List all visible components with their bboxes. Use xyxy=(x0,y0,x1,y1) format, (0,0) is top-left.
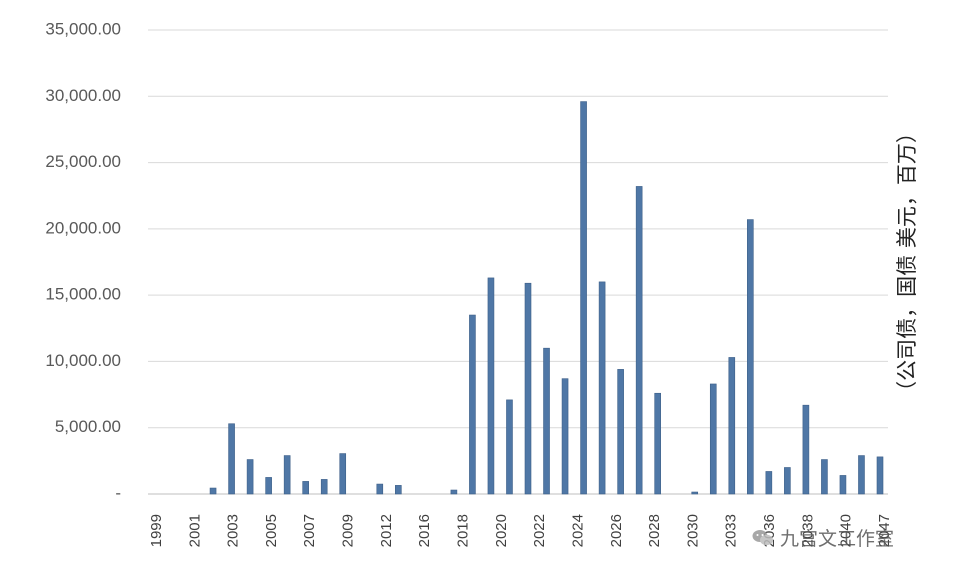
bar-2008 xyxy=(339,453,347,495)
x-tick-label: 2009 xyxy=(340,514,357,547)
x-tick-label: 2018 xyxy=(454,514,471,547)
bar-2036 xyxy=(765,471,773,495)
bar-2027 xyxy=(635,186,643,495)
x-tick-label: 2007 xyxy=(301,514,318,547)
x-tick-label: 2003 xyxy=(225,514,242,547)
x-tick-label: 2047 xyxy=(876,514,893,547)
x-tick-label: 2038 xyxy=(799,514,816,547)
x-tick-label: 2005 xyxy=(263,514,280,547)
y-axis-ticks: - 5,000.00 10,000.00 15,000.00 20,000.00 25,0… xyxy=(45,19,121,502)
bar-2023 xyxy=(561,378,569,495)
x-tick-label: 2020 xyxy=(493,514,510,547)
bar-2003 xyxy=(246,459,254,495)
x-tick-label: 2022 xyxy=(531,514,548,547)
bar-2028 xyxy=(654,392,661,495)
wechat-icon xyxy=(752,529,773,545)
x-tick-label: 2016 xyxy=(416,514,433,547)
bar-2034 xyxy=(747,219,754,495)
gridlines xyxy=(148,29,888,495)
x-tick-label: 2024 xyxy=(569,514,586,547)
bar-2039 xyxy=(821,459,828,495)
x-tick-label: 2001 xyxy=(186,514,203,547)
y-tick-label: 15,000.00 xyxy=(45,285,121,304)
bar-2047 xyxy=(876,456,884,495)
bar-2022 xyxy=(543,347,550,495)
x-tick-label: 2026 xyxy=(608,514,625,547)
bar-2038 xyxy=(802,404,810,495)
bar-2041 xyxy=(858,455,865,495)
bar-2026 xyxy=(617,369,624,495)
bars xyxy=(209,101,884,495)
y-tick-label: 5,000.00 xyxy=(55,417,121,436)
y-tick-label: - xyxy=(115,483,121,502)
bar-2040 xyxy=(839,475,847,495)
bar-2002 xyxy=(228,423,235,495)
bar-2011 xyxy=(376,483,384,495)
bar-2025 xyxy=(598,281,606,495)
bar-2006 xyxy=(302,481,309,495)
watermark-text: 九宫文工作室 xyxy=(780,528,895,550)
bar-2018 xyxy=(469,314,476,495)
bar-2019 xyxy=(487,277,495,495)
y-axis-label: （公司债，国债 美元，百万） xyxy=(895,122,919,402)
bar-2037 xyxy=(784,467,791,495)
x-axis-ticks: 1999 2001 2003 2005 2007 2009 2012 2016 2018 2020… xyxy=(148,514,893,547)
bar-2033 xyxy=(728,357,736,495)
y-tick-label: 10,000.00 xyxy=(45,351,121,370)
bar-2004 xyxy=(265,477,272,495)
bar-2024 xyxy=(580,101,587,495)
bar-2001 xyxy=(209,487,217,495)
x-tick-label: 2040 xyxy=(838,514,855,547)
x-tick-label: 2033 xyxy=(723,514,740,547)
y-tick-label: 35,000.00 xyxy=(45,19,121,38)
x-tick-label: 1999 xyxy=(148,514,165,547)
watermark: 九宫文工作室 xyxy=(752,524,894,551)
bar-2020 xyxy=(506,399,513,495)
x-tick-label: 2030 xyxy=(684,514,701,547)
x-tick-label: 2012 xyxy=(378,514,395,547)
y-tick-label: 30,000.00 xyxy=(45,86,121,105)
bar-2017 xyxy=(450,489,458,495)
bar-2021 xyxy=(524,282,532,495)
bar-2012 xyxy=(395,485,402,495)
bar-2030 xyxy=(691,491,699,495)
bar-2007 xyxy=(320,479,328,495)
y-tick-label: 20,000.00 xyxy=(45,218,121,237)
bar-2005 xyxy=(283,455,291,495)
x-tick-label: 2028 xyxy=(646,514,663,547)
y-tick-label: 25,000.00 xyxy=(45,152,121,171)
bar-2031 xyxy=(709,383,717,495)
